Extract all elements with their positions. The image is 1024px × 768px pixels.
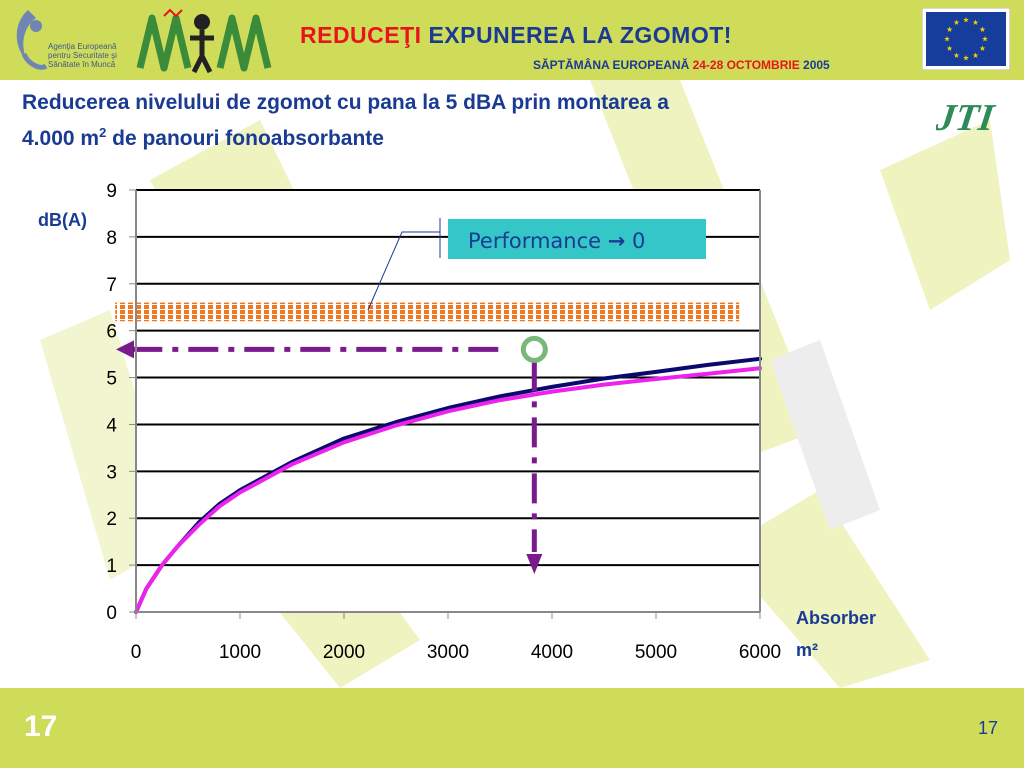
x-axis-label: Absorber bbox=[796, 608, 876, 628]
x-tick-label: 6000 bbox=[739, 642, 781, 663]
agency-logo-icon bbox=[16, 10, 48, 70]
campaign-title-highlight: REDUCEŢI bbox=[300, 22, 422, 48]
eu-star bbox=[963, 55, 969, 61]
y-tick-label: 3 bbox=[106, 462, 117, 483]
subtitle-year: 2005 bbox=[799, 58, 830, 72]
campaign-wave-logo-icon bbox=[136, 8, 272, 74]
reading-marker bbox=[520, 335, 548, 363]
target-band-fill bbox=[115, 302, 740, 322]
y-tick-label: 4 bbox=[106, 415, 117, 436]
eu-star bbox=[946, 26, 953, 32]
x-tick-label: 2000 bbox=[323, 642, 365, 663]
agency-line: Sănătate în Muncă bbox=[48, 60, 116, 69]
agency-line: pentru Securitate şi bbox=[48, 51, 117, 60]
callout-prefix: Performance bbox=[468, 229, 608, 253]
campaign-title-rest: EXPUNEREA LA ZGOMOT! bbox=[421, 22, 732, 48]
eu-flag-icon bbox=[922, 8, 1010, 70]
gridlines bbox=[136, 189, 760, 567]
y-tick-label: 9 bbox=[106, 181, 117, 202]
slide-heading: Reducerea nivelului de zgomot cu pana la… bbox=[22, 88, 902, 154]
heading-area-value: 4.000 m bbox=[22, 127, 100, 150]
x-tick-label: 1000 bbox=[219, 642, 261, 663]
agency-line: Agenţia Europeană bbox=[48, 42, 117, 51]
eu-star bbox=[979, 26, 986, 32]
x-tick-label: 3000 bbox=[427, 642, 469, 663]
performance-callout: Performance → 0 bbox=[367, 218, 706, 311]
eu-star bbox=[946, 45, 953, 51]
y-tick-label: 2 bbox=[106, 509, 117, 530]
y-tick-label: 1 bbox=[106, 556, 117, 577]
reading-arrows bbox=[116, 335, 548, 574]
x-axis-unit: m² bbox=[796, 640, 818, 660]
eu-star bbox=[944, 36, 950, 42]
plot-area bbox=[136, 190, 760, 612]
eu-star bbox=[963, 17, 969, 23]
left-arrow-head-icon bbox=[116, 340, 134, 359]
campaign-title: REDUCEŢI EXPUNEREA LA ZGOMOT! bbox=[300, 22, 732, 49]
subtitle-dates: 24-28 OCTOMBRIE bbox=[692, 58, 800, 72]
y-tick-label: 5 bbox=[106, 369, 117, 390]
x-tick-label: 5000 bbox=[635, 642, 677, 663]
y-tick-label: 8 bbox=[106, 228, 117, 249]
data-series bbox=[134, 356, 762, 614]
eu-star bbox=[972, 52, 979, 58]
subtitle-prefix: SĂPTĂMÂNA EUROPEANĂ bbox=[533, 58, 693, 72]
y-tick-label: 7 bbox=[106, 275, 117, 296]
jti-logo-icon: JTI bbox=[936, 97, 998, 138]
footer-bar bbox=[0, 688, 1024, 768]
y-axis-label: dB(A) bbox=[38, 210, 87, 230]
callout-suffix: 0 bbox=[625, 229, 645, 253]
jti-logo-text: JTI bbox=[936, 97, 998, 138]
y-tick-label: 0 bbox=[106, 603, 117, 624]
eu-star bbox=[972, 19, 979, 25]
callout-text: Performance → 0 bbox=[468, 229, 645, 253]
series-line-2 bbox=[134, 366, 762, 614]
callout-box bbox=[448, 219, 706, 259]
campaign-subtitle: SĂPTĂMÂNA EUROPEANĂ 24-28 OCTOMBRIE 2005 bbox=[533, 58, 830, 72]
x-tick-labels: 0 1000 2000 3000 4000 5000 6000 bbox=[131, 612, 781, 663]
down-arrow-head-icon bbox=[526, 554, 543, 574]
agency-name: Agenţia Europeană pentru Securitate şi S… bbox=[48, 42, 117, 69]
heading-superscript: 2 bbox=[99, 125, 107, 140]
x-tick-label: 4000 bbox=[531, 642, 573, 663]
callout-leader-line bbox=[367, 231, 440, 311]
slide-number-small: 17 bbox=[978, 718, 999, 738]
heading-line-2-suffix: de panouri fonoabsorbante bbox=[106, 127, 384, 150]
y-tick-labels: 0 1 2 3 4 5 6 7 8 9 bbox=[106, 181, 136, 624]
eu-star bbox=[982, 36, 988, 42]
heading-line-2: 4.000 m2 de panouri fonoabsorbante bbox=[22, 118, 902, 154]
y-tick-label: 6 bbox=[106, 322, 117, 343]
noise-reduction-chart: 0 1000 2000 3000 4000 5000 6000 0 1 2 3 4 5 6 7 8 9 dB(… bbox=[38, 181, 876, 663]
x-tick-label: 0 bbox=[131, 642, 142, 663]
eu-star bbox=[953, 52, 960, 58]
eu-star bbox=[979, 45, 986, 51]
right-arrow-icon: → bbox=[608, 229, 626, 253]
slide-number-large: 17 bbox=[24, 710, 58, 743]
eu-star bbox=[953, 19, 960, 25]
target-band bbox=[115, 302, 740, 322]
heading-line-1: Reducerea nivelului de zgomot cu pana la… bbox=[22, 91, 669, 114]
